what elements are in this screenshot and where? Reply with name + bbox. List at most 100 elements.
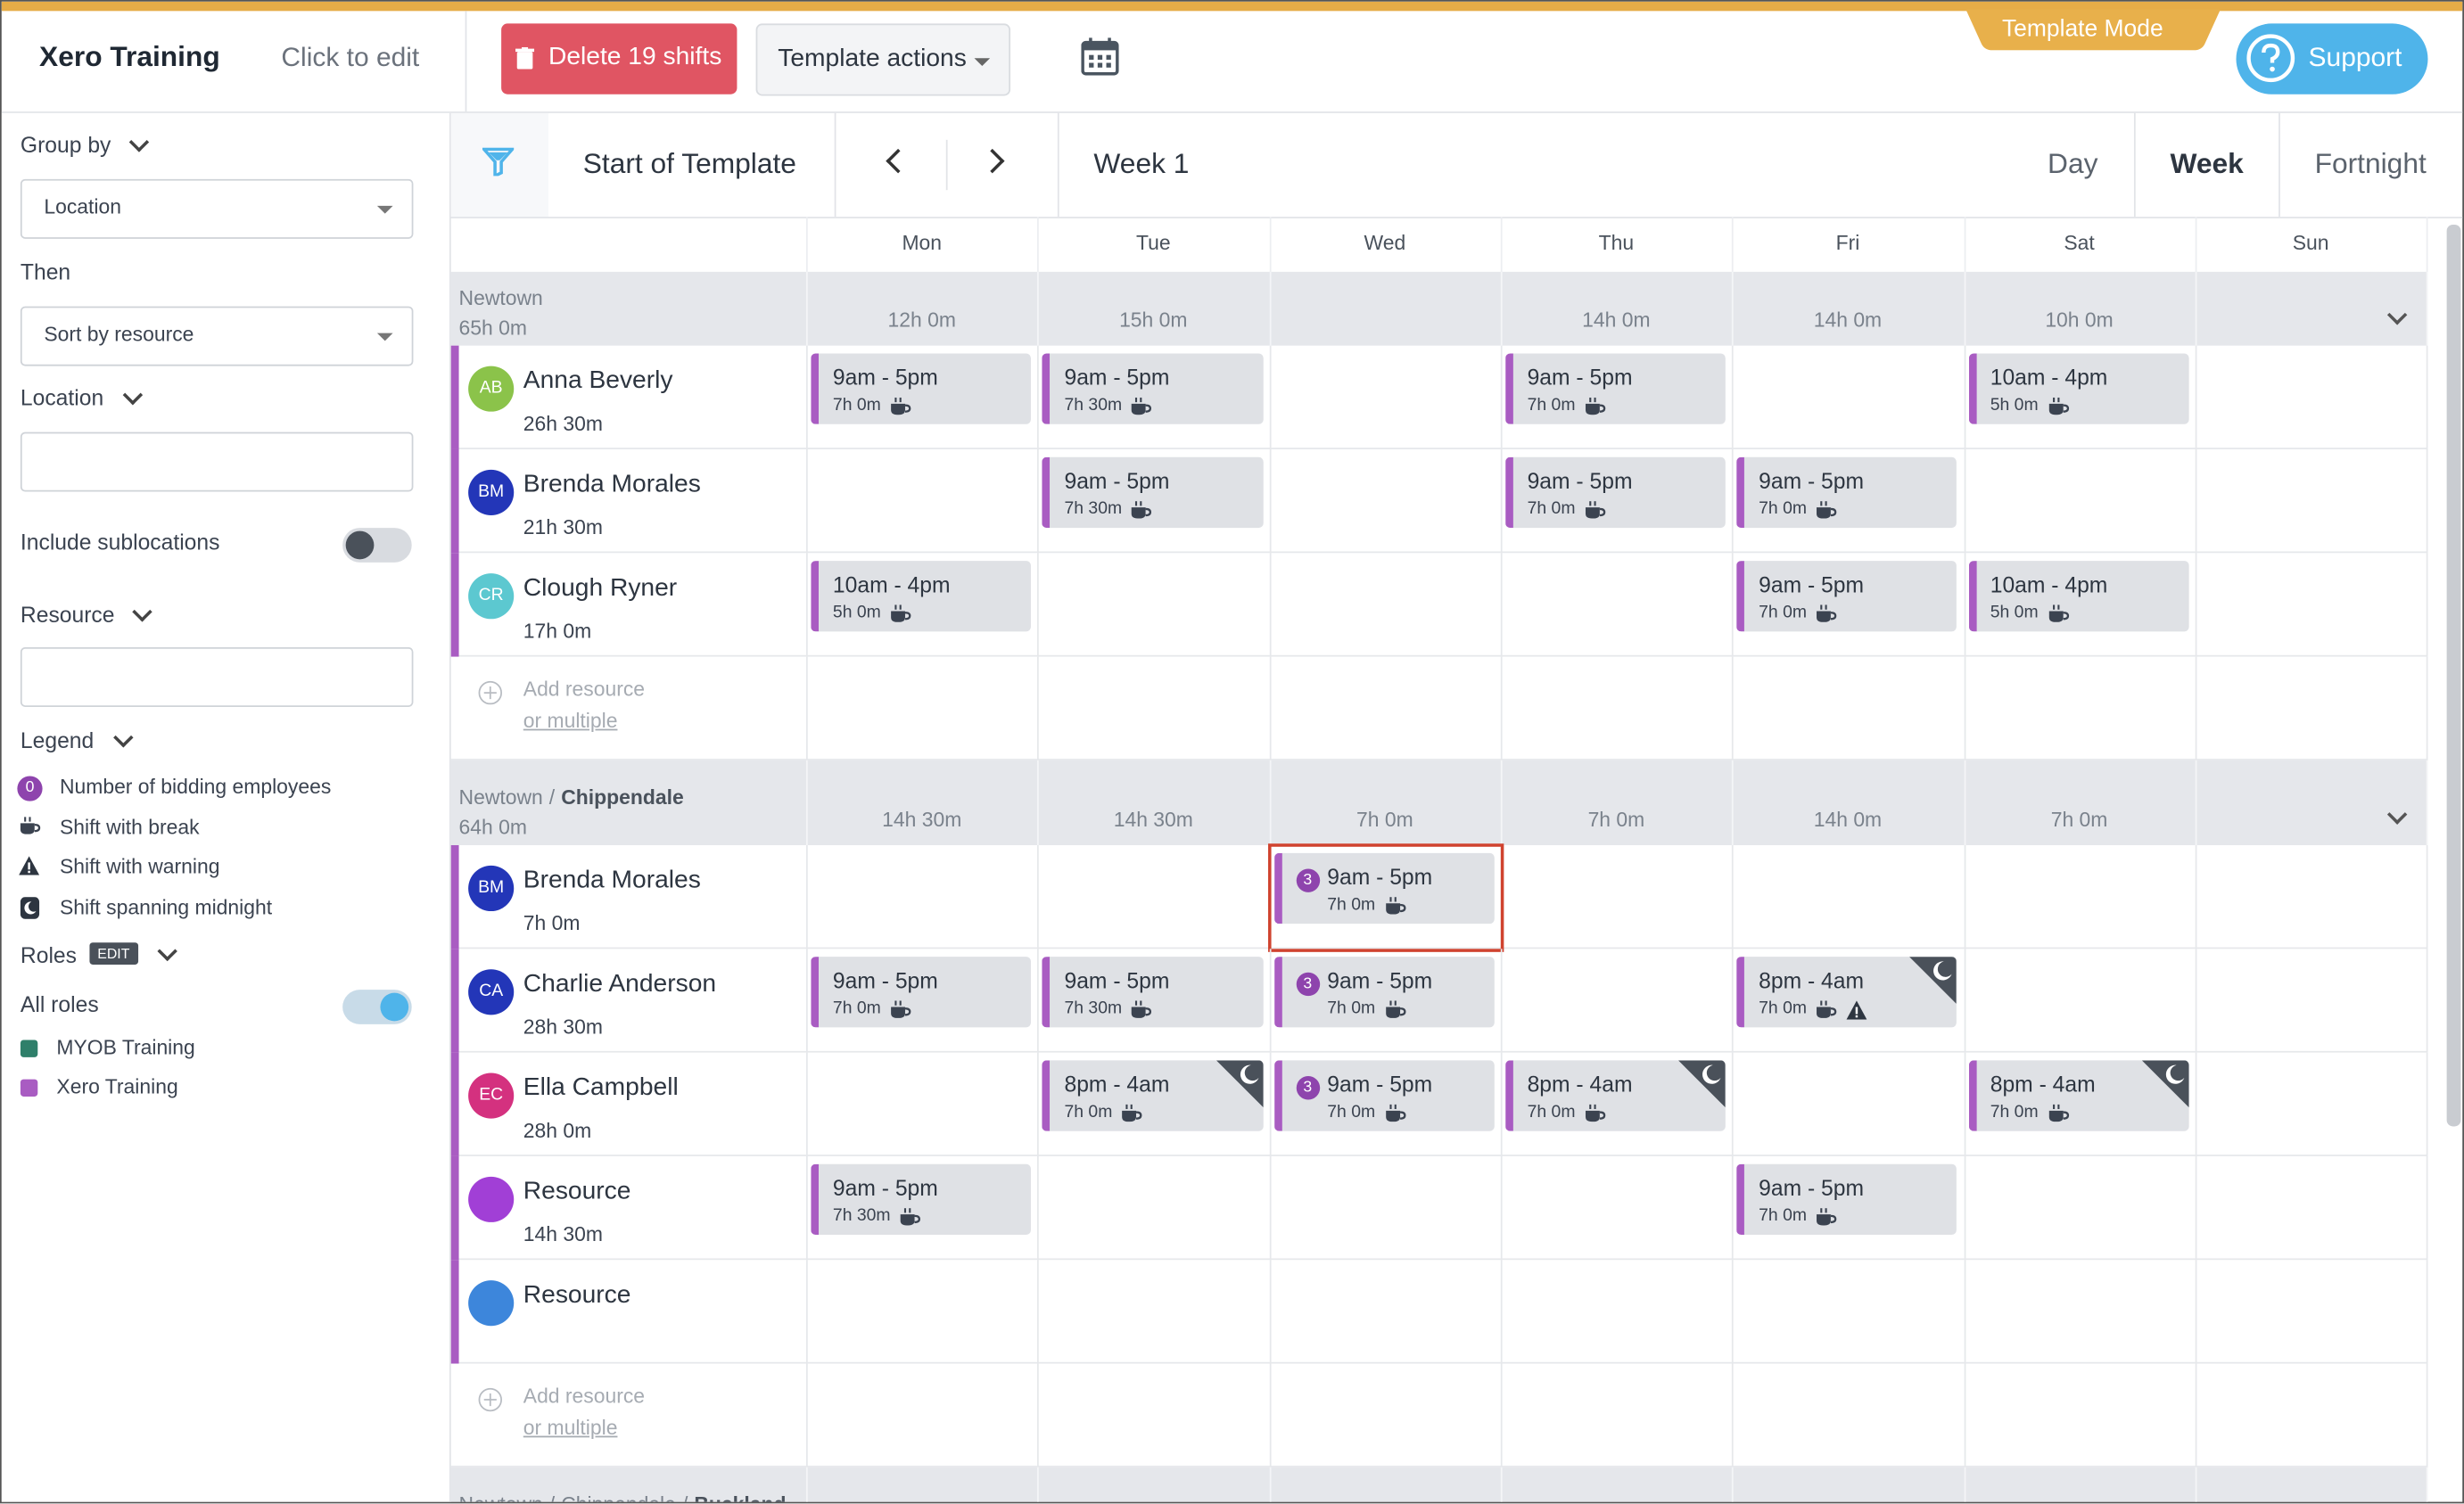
location-input[interactable] bbox=[20, 431, 414, 492]
shift-card[interactable]: 3 9am - 5pm 7h 0m bbox=[1273, 957, 1495, 1028]
filter-box[interactable] bbox=[450, 112, 548, 218]
roles-edit[interactable]: EDIT bbox=[89, 942, 138, 965]
template-actions[interactable]: Template actions bbox=[755, 23, 1011, 96]
filter-icon bbox=[482, 147, 515, 177]
shift-card[interactable]: 9am - 5pm 7h 0m bbox=[1736, 561, 1957, 632]
grid-line bbox=[2195, 1363, 2197, 1467]
group-header bbox=[450, 271, 2428, 346]
caret bbox=[376, 205, 393, 214]
resource-name[interactable]: Ella Campbell bbox=[523, 1074, 679, 1102]
grid-line bbox=[805, 656, 808, 760]
shift-card[interactable]: 8pm - 4am 7h 0m bbox=[1968, 1060, 2189, 1131]
path-segment[interactable]: Buckland bbox=[694, 1492, 786, 1502]
shift-duration: 7h 0m bbox=[832, 999, 881, 1018]
break-icon-svg bbox=[1817, 1000, 1837, 1018]
shift-card[interactable]: 9am - 5pm 7h 30m bbox=[1042, 456, 1264, 529]
day-header: Fri bbox=[1835, 231, 1860, 255]
resource-label[interactable]: Resource bbox=[20, 601, 115, 628]
break-icon-svg bbox=[2048, 604, 2069, 622]
add-resource[interactable]: Add resource bbox=[523, 1384, 646, 1408]
sublocations-toggle[interactable] bbox=[342, 528, 412, 563]
resource-input[interactable] bbox=[20, 646, 414, 707]
shift-card[interactable]: 9am - 5pm 7h 0m bbox=[1736, 1163, 1957, 1236]
resource-name[interactable]: Charlie Anderson bbox=[523, 970, 717, 998]
shift-card[interactable]: 9am - 5pm 7h 0m bbox=[1504, 353, 1726, 424]
day-header: Thu bbox=[1598, 231, 1635, 255]
add-multiple[interactable]: or multiple bbox=[523, 708, 618, 733]
add-multiple[interactable]: or multiple bbox=[523, 1415, 618, 1440]
grid-line bbox=[1963, 448, 1965, 554]
break-icon-svg bbox=[891, 397, 911, 415]
row-border bbox=[450, 448, 2428, 449]
resource-name[interactable]: Resource bbox=[523, 1178, 631, 1205]
shift-time: 9am - 5pm bbox=[1759, 468, 1865, 494]
shift-card[interactable]: 10am - 4pm 5h 0m bbox=[811, 561, 1032, 632]
grid-line bbox=[1963, 1155, 1965, 1261]
add-resource[interactable]: Add resource bbox=[523, 677, 646, 701]
grid-line bbox=[2195, 271, 2197, 346]
shift-card[interactable]: 9am - 5pm 7h 0m bbox=[811, 957, 1032, 1028]
row-border bbox=[450, 1050, 2428, 1053]
path-segment[interactable]: Newtown bbox=[459, 1492, 543, 1502]
legend-label[interactable]: Legend bbox=[20, 727, 95, 753]
then-select[interactable]: Sort by resource bbox=[20, 306, 414, 366]
shift-card[interactable]: 8pm - 4am 7h 0m bbox=[1042, 1060, 1264, 1131]
role-name[interactable]: Xero Training bbox=[56, 1074, 178, 1098]
grid-line bbox=[1037, 1363, 1040, 1467]
location-label[interactable]: Location bbox=[20, 384, 104, 410]
group-by-select[interactable]: Location bbox=[20, 178, 414, 239]
resource-name[interactable]: Anna Beverly bbox=[523, 367, 673, 395]
shift-card[interactable]: 9am - 5pm 7h 30m bbox=[811, 1163, 1032, 1236]
shift-duration: 7h 0m bbox=[832, 396, 881, 415]
shift-card[interactable]: 9am - 5pm 7h 30m bbox=[1042, 353, 1264, 424]
shift-card[interactable]: 9am - 5pm 7h 0m bbox=[1736, 456, 1957, 529]
shift-card[interactable]: 10am - 4pm 5h 0m bbox=[1968, 561, 2189, 632]
shift-card[interactable]: 9am - 5pm 7h 0m bbox=[811, 353, 1032, 424]
shift-time: 8pm - 4am bbox=[1990, 1071, 2096, 1097]
view-option[interactable]: Week bbox=[2170, 147, 2244, 179]
role-name[interactable]: MYOB Training bbox=[56, 1035, 195, 1059]
shift-card[interactable]: 8pm - 4am 7h 0m bbox=[1736, 957, 1957, 1028]
view-option[interactable]: Fortnight bbox=[2314, 147, 2427, 179]
shift-card[interactable]: 9am - 5pm 7h 0m bbox=[1504, 456, 1726, 529]
resource-name[interactable]: Brenda Morales bbox=[523, 867, 701, 894]
view-option[interactable]: Day bbox=[2048, 147, 2098, 179]
grid-line bbox=[1732, 1155, 1734, 1261]
toolbar-border bbox=[449, 217, 2463, 218]
path-segment[interactable]: Chippendale bbox=[561, 1492, 676, 1502]
group-total: 65h 0m bbox=[458, 316, 527, 340]
scrollbar[interactable] bbox=[2446, 224, 2461, 1127]
grid-line bbox=[1500, 1363, 1503, 1467]
grid-line bbox=[2195, 1052, 2197, 1156]
midnight-icon-svg bbox=[20, 896, 40, 918]
shift-duration: 5h 0m bbox=[1990, 396, 2039, 415]
path-segment[interactable]: Newtown bbox=[458, 285, 543, 310]
shift-card[interactable]: 10am - 4pm 5h 0m bbox=[1968, 353, 2189, 424]
break-icon-svg bbox=[1385, 897, 1405, 915]
shift-card[interactable]: 3 9am - 5pm 7h 0m bbox=[1273, 1060, 1495, 1131]
shift-time: 9am - 5pm bbox=[1759, 571, 1865, 597]
shift-card[interactable]: 8pm - 4am 7h 0m bbox=[1504, 1060, 1726, 1131]
path-segment[interactable]: Chippendale bbox=[561, 785, 684, 810]
all-roles-toggle[interactable] bbox=[342, 990, 412, 1024]
resource-name[interactable]: Resource bbox=[523, 1281, 631, 1309]
shift-time: 9am - 5pm bbox=[832, 1175, 938, 1201]
calendar-icon[interactable] bbox=[1081, 37, 1119, 76]
path-segment[interactable]: Newtown bbox=[458, 785, 543, 810]
resource-name[interactable]: Clough Ryner bbox=[523, 574, 678, 602]
grid-line bbox=[1963, 217, 1965, 272]
grid-line bbox=[1732, 656, 1734, 760]
shift-card[interactable]: 9am - 5pm 7h 30m bbox=[1042, 957, 1264, 1028]
resource-name[interactable]: Brenda Morales bbox=[523, 471, 701, 498]
delete-button[interactable]: Delete 19 shifts bbox=[501, 23, 738, 95]
break-icon bbox=[1584, 1103, 1606, 1122]
roles-label[interactable]: Roles bbox=[20, 942, 77, 968]
shift-card[interactable]: 3 9am - 5pm 7h 0m bbox=[1273, 852, 1495, 925]
path-separator: / bbox=[548, 785, 556, 810]
group-by-label[interactable]: Group by bbox=[20, 132, 111, 158]
support-button[interactable]: Support bbox=[2236, 23, 2428, 95]
edit-hint[interactable]: Click to edit bbox=[281, 42, 420, 73]
app-name[interactable]: Xero Training bbox=[39, 40, 220, 73]
start-of-template[interactable]: Start of Template bbox=[582, 147, 796, 179]
grid-line bbox=[1500, 760, 1503, 846]
